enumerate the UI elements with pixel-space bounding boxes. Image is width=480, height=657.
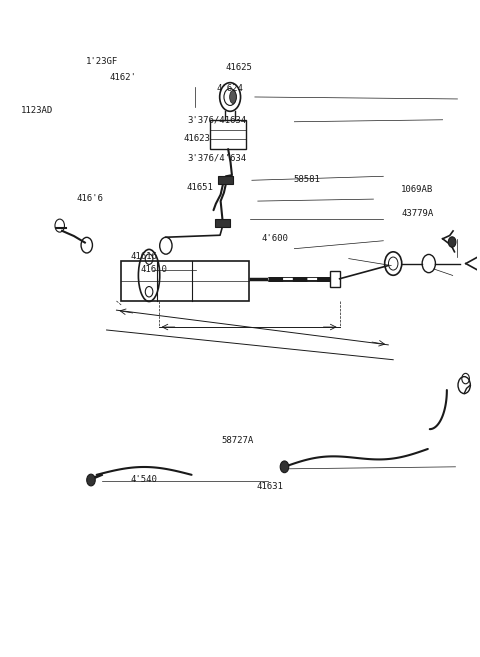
Text: 41625: 41625: [226, 64, 252, 72]
Text: 41623: 41623: [183, 134, 210, 143]
Text: 43779A: 43779A: [401, 210, 433, 218]
Text: 3'376/4'634: 3'376/4'634: [188, 153, 247, 162]
Text: 416'0: 416'0: [140, 265, 167, 275]
Circle shape: [280, 461, 289, 472]
Text: 58581: 58581: [293, 175, 320, 185]
Text: 58727A: 58727A: [221, 436, 253, 445]
Text: 41631: 41631: [257, 482, 284, 491]
Bar: [218, 176, 233, 184]
Circle shape: [448, 237, 456, 247]
Text: 416'6: 416'6: [76, 194, 103, 203]
Text: 4'600: 4'600: [261, 234, 288, 243]
Text: 4'624: 4'624: [216, 84, 243, 93]
Bar: [330, 271, 340, 286]
Circle shape: [87, 474, 95, 486]
Text: 3'376/41634: 3'376/41634: [188, 116, 247, 125]
Text: 4'540: 4'540: [131, 475, 158, 484]
Text: 1069AB: 1069AB: [401, 185, 433, 194]
Text: 4162': 4162': [109, 73, 136, 82]
Ellipse shape: [229, 91, 236, 104]
Bar: [210, 120, 246, 149]
Text: 41651: 41651: [187, 183, 214, 192]
Bar: [121, 261, 250, 301]
Text: 1'23GF: 1'23GF: [86, 57, 118, 66]
Bar: [216, 219, 229, 227]
Text: 1123AD: 1123AD: [21, 106, 53, 115]
Text: 41616: 41616: [131, 252, 158, 261]
